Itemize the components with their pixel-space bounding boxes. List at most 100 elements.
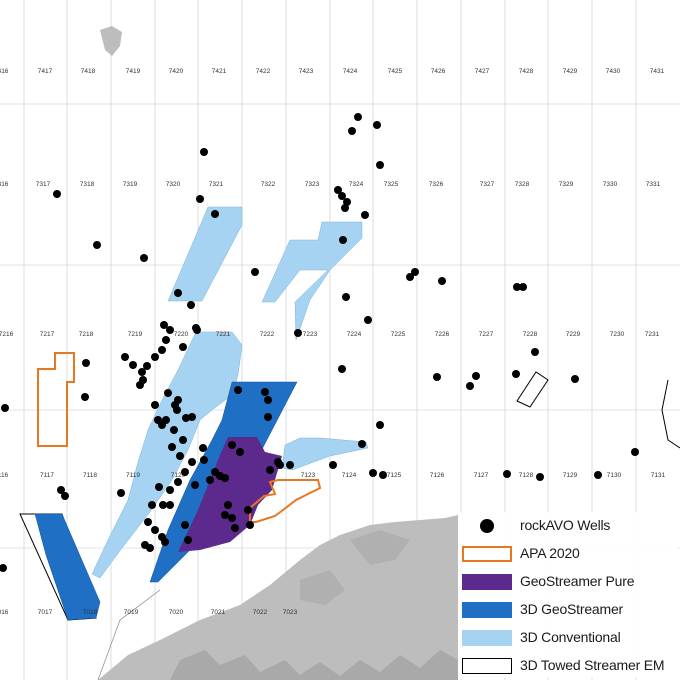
well-marker[interactable]	[140, 254, 148, 262]
well-marker[interactable]	[536, 473, 544, 481]
rockavo-wells[interactable]	[0, 113, 639, 572]
well-marker[interactable]	[286, 461, 294, 469]
well-marker[interactable]	[0, 564, 7, 572]
well-marker[interactable]	[200, 456, 208, 464]
well-marker[interactable]	[151, 353, 159, 361]
well-marker[interactable]	[342, 293, 350, 301]
well-marker[interactable]	[187, 301, 195, 309]
well-marker[interactable]	[151, 526, 159, 534]
well-marker[interactable]	[334, 186, 342, 194]
well-marker[interactable]	[188, 458, 196, 466]
well-marker[interactable]	[519, 283, 527, 291]
well-marker[interactable]	[358, 440, 366, 448]
well-marker[interactable]	[433, 373, 441, 381]
well-marker[interactable]	[376, 161, 384, 169]
well-marker[interactable]	[228, 514, 236, 522]
well-marker[interactable]	[164, 389, 172, 397]
well-marker[interactable]	[176, 452, 184, 460]
well-marker[interactable]	[512, 370, 520, 378]
well-marker[interactable]	[138, 368, 146, 376]
well-marker[interactable]	[136, 381, 144, 389]
well-marker[interactable]	[379, 471, 387, 479]
well-marker[interactable]	[571, 375, 579, 383]
well-marker[interactable]	[166, 326, 174, 334]
well-marker[interactable]	[472, 372, 480, 380]
well-marker[interactable]	[191, 481, 199, 489]
well-marker[interactable]	[82, 359, 90, 367]
well-marker[interactable]	[211, 210, 219, 218]
well-marker[interactable]	[224, 501, 232, 509]
well-marker[interactable]	[53, 190, 61, 198]
well-marker[interactable]	[57, 486, 65, 494]
well-marker[interactable]	[369, 469, 377, 477]
well-marker[interactable]	[631, 448, 639, 456]
well-marker[interactable]	[338, 192, 346, 200]
well-marker[interactable]	[61, 492, 69, 500]
well-marker[interactable]	[276, 461, 284, 469]
well-marker[interactable]	[154, 416, 162, 424]
well-marker[interactable]	[406, 273, 414, 281]
well-marker[interactable]	[503, 470, 511, 478]
well-marker[interactable]	[221, 474, 229, 482]
well-marker[interactable]	[81, 393, 89, 401]
well-marker[interactable]	[531, 348, 539, 356]
well-marker[interactable]	[143, 362, 151, 370]
well-marker[interactable]	[193, 326, 201, 334]
well-marker[interactable]	[93, 241, 101, 249]
well-marker[interactable]	[339, 236, 347, 244]
well-marker[interactable]	[182, 414, 190, 422]
well-marker[interactable]	[411, 268, 419, 276]
well-marker[interactable]	[266, 466, 274, 474]
well-marker[interactable]	[184, 536, 192, 544]
well-marker[interactable]	[364, 316, 372, 324]
well-marker[interactable]	[228, 441, 236, 449]
well-marker[interactable]	[166, 486, 174, 494]
well-marker[interactable]	[117, 489, 125, 497]
well-marker[interactable]	[144, 518, 152, 526]
well-marker[interactable]	[129, 361, 137, 369]
well-marker[interactable]	[466, 382, 474, 390]
well-marker[interactable]	[361, 211, 369, 219]
well-marker[interactable]	[234, 386, 242, 394]
well-marker[interactable]	[221, 511, 229, 519]
well-marker[interactable]	[148, 501, 156, 509]
well-marker[interactable]	[348, 127, 356, 135]
well-marker[interactable]	[329, 461, 337, 469]
well-marker[interactable]	[294, 329, 302, 337]
well-marker[interactable]	[438, 277, 446, 285]
well-marker[interactable]	[170, 426, 178, 434]
well-marker[interactable]	[174, 478, 182, 486]
well-marker[interactable]	[161, 538, 169, 546]
well-marker[interactable]	[179, 343, 187, 351]
well-marker[interactable]	[594, 471, 602, 479]
well-marker[interactable]	[159, 501, 167, 509]
well-marker[interactable]	[251, 268, 259, 276]
well-marker[interactable]	[146, 544, 154, 552]
well-marker[interactable]	[246, 521, 254, 529]
well-marker[interactable]	[181, 468, 189, 476]
well-marker[interactable]	[179, 436, 187, 444]
well-marker[interactable]	[261, 388, 269, 396]
well-marker[interactable]	[264, 413, 272, 421]
well-marker[interactable]	[199, 444, 207, 452]
well-marker[interactable]	[160, 321, 168, 329]
well-marker[interactable]	[162, 336, 170, 344]
well-marker[interactable]	[231, 524, 239, 532]
well-marker[interactable]	[196, 195, 204, 203]
well-marker[interactable]	[373, 121, 381, 129]
well-marker[interactable]	[121, 353, 129, 361]
well-marker[interactable]	[155, 483, 163, 491]
well-marker[interactable]	[513, 283, 521, 291]
well-marker[interactable]	[206, 476, 214, 484]
well-marker[interactable]	[236, 448, 244, 456]
well-marker[interactable]	[168, 443, 176, 451]
well-marker[interactable]	[244, 506, 252, 514]
well-marker[interactable]	[174, 289, 182, 297]
well-marker[interactable]	[338, 365, 346, 373]
well-marker[interactable]	[173, 406, 181, 414]
well-marker[interactable]	[151, 401, 159, 409]
well-marker[interactable]	[158, 346, 166, 354]
well-marker[interactable]	[341, 204, 349, 212]
well-marker[interactable]	[166, 501, 174, 509]
